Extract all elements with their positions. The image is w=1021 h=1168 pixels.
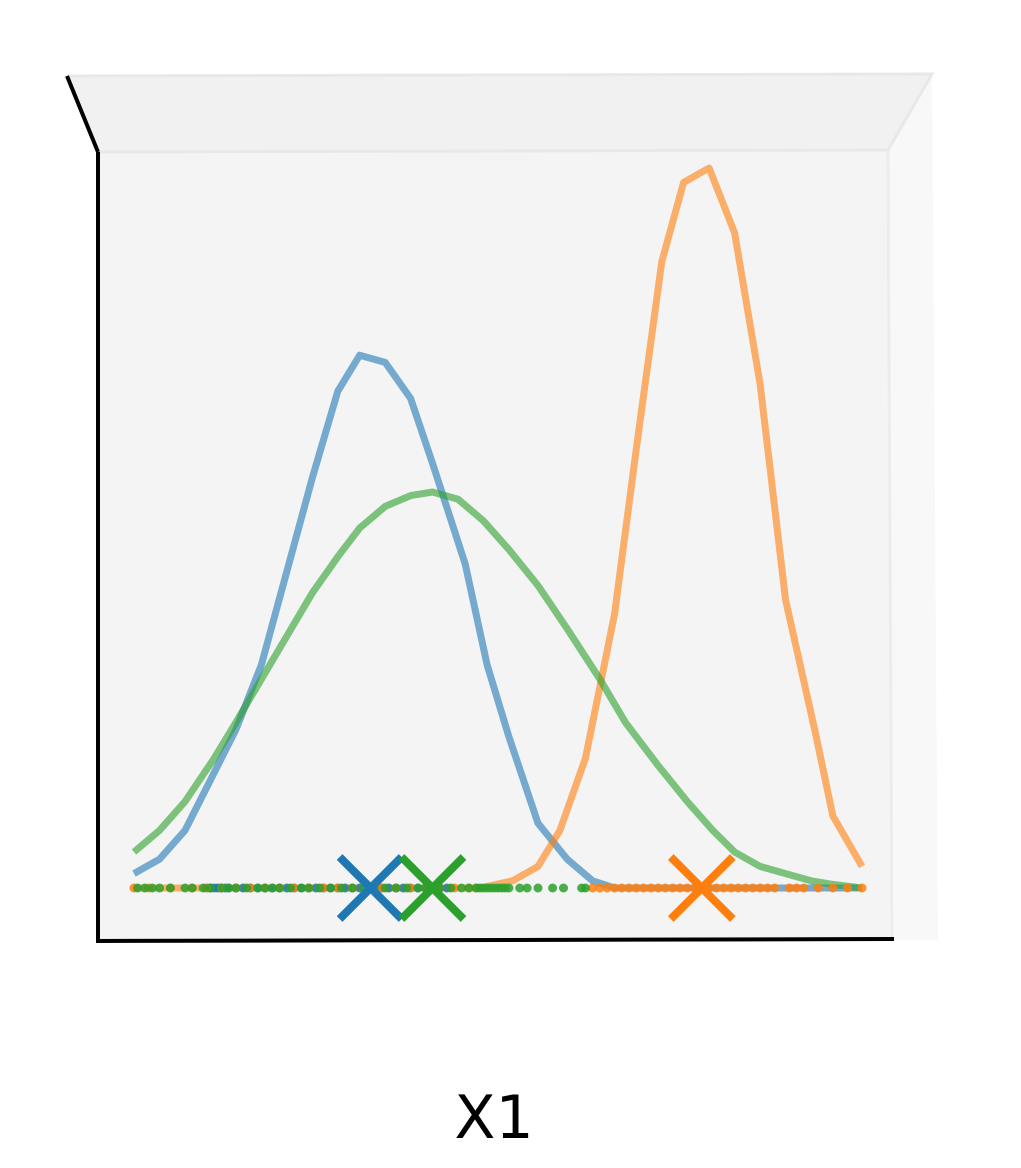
sample-point bbox=[755, 883, 765, 893]
sample-point bbox=[784, 883, 794, 893]
sample-point bbox=[216, 883, 226, 893]
sample-point bbox=[286, 883, 295, 893]
back-pane bbox=[98, 150, 892, 942]
sample-point bbox=[726, 883, 736, 893]
sample-point bbox=[326, 883, 336, 893]
sample-point bbox=[548, 883, 558, 893]
sample-point bbox=[140, 883, 150, 893]
top-pane bbox=[68, 74, 932, 152]
sample-point bbox=[457, 883, 467, 893]
sample-point bbox=[224, 883, 234, 893]
sample-point bbox=[610, 883, 619, 893]
sample-point bbox=[147, 883, 157, 893]
sample-point bbox=[711, 883, 721, 893]
sample-point bbox=[639, 883, 649, 893]
axis-spines bbox=[65, 75, 895, 943]
sample-point bbox=[842, 883, 852, 893]
sample-point bbox=[133, 883, 143, 893]
centroid-marker-3 bbox=[398, 854, 467, 922]
sample-point bbox=[617, 883, 627, 893]
sample-point bbox=[231, 883, 241, 893]
sample-point bbox=[792, 883, 801, 893]
sample-point bbox=[770, 883, 780, 893]
sample-point bbox=[813, 883, 823, 893]
sample-point bbox=[595, 883, 605, 893]
sample-point bbox=[748, 883, 758, 893]
sample-point bbox=[741, 883, 750, 893]
sample-point bbox=[253, 883, 263, 893]
sample-point bbox=[675, 883, 685, 893]
sample-point bbox=[631, 883, 641, 893]
sample-point bbox=[296, 883, 306, 893]
axis-spine-left-diagonal bbox=[65, 75, 100, 153]
sample-point bbox=[391, 883, 401, 893]
axes-panes bbox=[67, 72, 938, 942]
sample-point bbox=[559, 883, 568, 893]
sample-point bbox=[602, 883, 612, 893]
sample-point bbox=[719, 883, 729, 893]
sample-point bbox=[187, 883, 197, 893]
sample-point bbox=[653, 883, 663, 893]
x-axis-label: X1 bbox=[454, 1083, 533, 1153]
sample-point bbox=[682, 883, 692, 893]
sample-point bbox=[504, 883, 514, 893]
sample-point bbox=[660, 883, 670, 893]
sample-point bbox=[733, 883, 743, 893]
sample-point bbox=[260, 883, 270, 893]
density-curve-2 bbox=[134, 164, 866, 892]
sample-point bbox=[242, 883, 252, 893]
right-pane bbox=[888, 74, 938, 940]
pane-edge-right bbox=[886, 149, 894, 941]
sample-point bbox=[533, 883, 543, 893]
sample-point bbox=[668, 883, 678, 893]
sample-point bbox=[275, 883, 285, 893]
sample-points bbox=[129, 883, 867, 893]
sample-point bbox=[588, 883, 598, 893]
sample-point bbox=[205, 883, 215, 893]
sample-point bbox=[413, 883, 423, 893]
sample-point bbox=[580, 883, 590, 893]
sample-point bbox=[464, 883, 474, 893]
sample-point bbox=[180, 883, 190, 893]
density-curves bbox=[131, 164, 866, 892]
sample-point bbox=[522, 883, 532, 893]
sample-point bbox=[304, 883, 314, 893]
sample-point bbox=[267, 883, 277, 893]
sample-point bbox=[646, 883, 656, 893]
sample-point bbox=[165, 883, 175, 893]
sample-point bbox=[446, 883, 456, 893]
sample-point bbox=[624, 883, 634, 893]
axis-spine-bottom bbox=[95, 937, 895, 943]
sample-point bbox=[857, 883, 867, 893]
sample-point bbox=[762, 883, 772, 893]
centroid-marker-1 bbox=[336, 854, 405, 922]
sample-point bbox=[337, 883, 346, 893]
sample-point bbox=[380, 883, 390, 893]
sample-point bbox=[828, 883, 838, 893]
sample-point bbox=[402, 883, 412, 893]
centroid-markers bbox=[336, 854, 736, 922]
pane-edge-top bbox=[67, 72, 935, 154]
density-curve-3 bbox=[131, 488, 863, 892]
sample-point bbox=[198, 883, 208, 893]
sample-point bbox=[515, 883, 525, 893]
centroid-marker-2 bbox=[667, 854, 736, 922]
sample-point bbox=[799, 883, 809, 893]
sample-point bbox=[155, 883, 164, 893]
sample-point bbox=[315, 883, 325, 893]
sample-point bbox=[347, 883, 357, 893]
